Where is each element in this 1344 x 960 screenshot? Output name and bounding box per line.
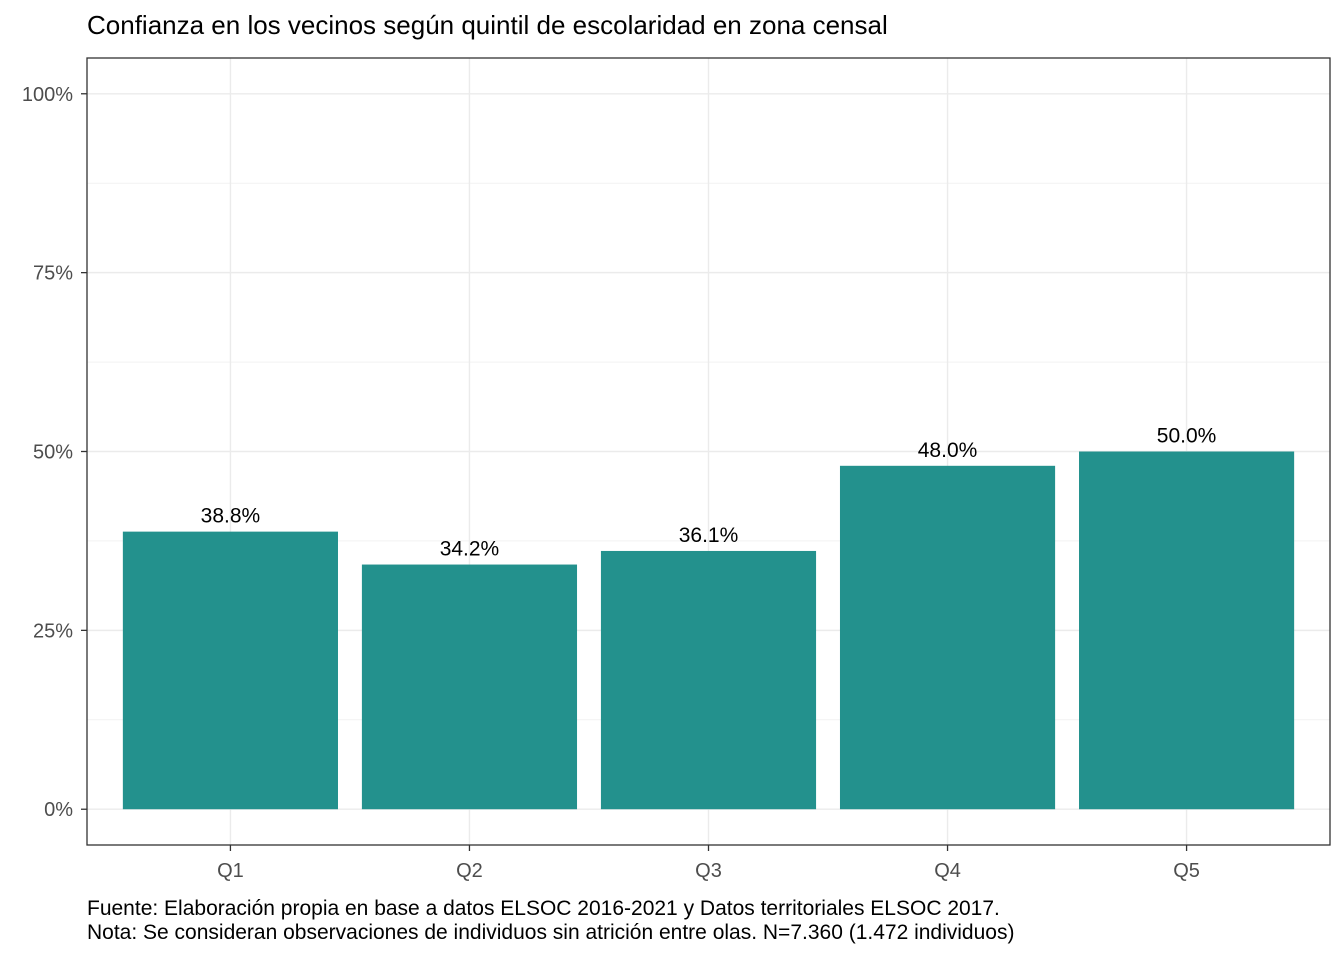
x-tick-label: Q5 [1173, 860, 1200, 882]
x-tick-label: Q4 [934, 860, 961, 882]
x-tick-label: Q3 [695, 860, 722, 882]
bars [122, 451, 1295, 810]
value-label-q3: 36.1% [679, 524, 739, 547]
y-tick-label: 0% [44, 799, 73, 821]
bar-q2 [361, 564, 578, 810]
caption-note: Nota: Se consideran observaciones de ind… [87, 921, 1015, 944]
value-label-q1: 38.8% [201, 505, 261, 528]
y-tick-label: 100% [22, 84, 73, 106]
y-axis: 0% 25% 50% 75% 100% [22, 84, 87, 821]
y-tick-label: 50% [33, 442, 73, 464]
bar-q3 [600, 550, 817, 810]
bar-q4 [839, 465, 1056, 810]
x-tick-label: Q1 [217, 860, 244, 882]
bar-q5 [1079, 451, 1295, 810]
chart-title: Confianza en los vecinos según quintil d… [87, 10, 888, 40]
x-tick-label: Q2 [456, 860, 483, 882]
y-tick-label: 25% [33, 620, 73, 642]
value-labels: 38.8% 34.2% 36.1% 48.0% 50.0% [201, 425, 1217, 561]
caption-source: Fuente: Elaboración propia en base a dat… [87, 897, 1000, 920]
value-label-q2: 34.2% [440, 538, 500, 561]
value-label-q5: 50.0% [1157, 425, 1217, 448]
value-label-q4: 48.0% [918, 439, 978, 462]
bar-q1 [122, 531, 338, 810]
x-axis: Q1 Q2 Q3 Q4 Q5 [217, 845, 1200, 882]
y-tick-label: 75% [33, 263, 73, 285]
